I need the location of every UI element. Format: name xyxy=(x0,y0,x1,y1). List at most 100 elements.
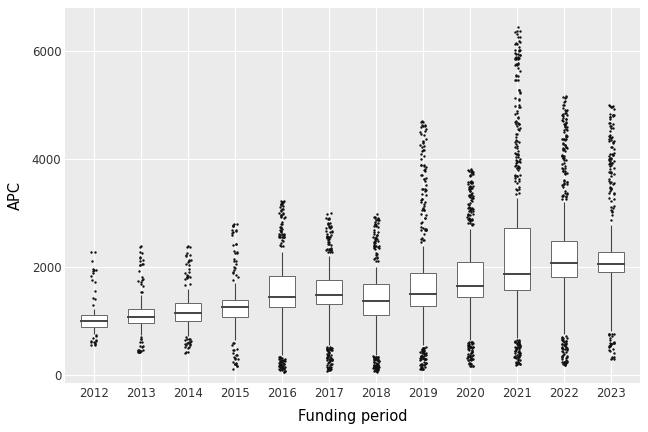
Point xyxy=(515,343,525,349)
Point xyxy=(604,156,614,163)
Point xyxy=(561,126,571,133)
Point xyxy=(321,346,332,353)
Point xyxy=(275,359,285,365)
Point xyxy=(183,262,194,269)
Point xyxy=(183,340,193,347)
Point xyxy=(463,211,473,218)
Bar xyxy=(175,303,201,321)
Point xyxy=(324,355,334,362)
Point xyxy=(604,331,614,338)
Point xyxy=(419,231,429,238)
Point xyxy=(419,146,430,153)
Point xyxy=(558,155,568,162)
Point xyxy=(466,355,476,362)
Point xyxy=(511,120,521,127)
Point xyxy=(467,349,477,356)
Point xyxy=(278,205,288,212)
Point xyxy=(277,233,288,240)
Point xyxy=(557,182,567,189)
Point xyxy=(604,194,614,201)
Point xyxy=(416,124,426,130)
Point xyxy=(419,356,429,362)
Bar xyxy=(81,315,107,327)
Point xyxy=(323,235,333,241)
Point xyxy=(232,363,242,370)
Point xyxy=(513,348,524,355)
Point xyxy=(275,362,285,369)
Point xyxy=(373,229,383,235)
Point xyxy=(325,366,335,373)
Point xyxy=(421,175,431,182)
Point xyxy=(373,220,383,227)
Point xyxy=(513,24,524,31)
Point xyxy=(604,331,614,338)
Point xyxy=(606,185,616,192)
Point xyxy=(605,173,616,180)
Point xyxy=(278,210,288,216)
Point xyxy=(465,200,475,206)
Point xyxy=(467,194,477,201)
Point xyxy=(228,222,238,229)
Point xyxy=(605,342,616,349)
Point xyxy=(607,144,618,151)
Point xyxy=(417,366,428,373)
Point xyxy=(417,121,427,128)
Point xyxy=(321,351,332,358)
Point xyxy=(137,274,147,281)
Point xyxy=(512,337,522,343)
Point xyxy=(420,165,430,172)
Point xyxy=(417,237,428,244)
Point xyxy=(370,354,380,361)
Point xyxy=(557,114,568,121)
Point xyxy=(231,272,241,279)
Point xyxy=(89,287,100,294)
Point xyxy=(515,103,525,110)
Point xyxy=(608,151,618,158)
Point xyxy=(465,343,476,350)
Point xyxy=(468,362,478,369)
Point xyxy=(322,367,332,374)
Point xyxy=(605,162,616,169)
Point xyxy=(510,118,520,125)
Point xyxy=(373,355,383,362)
Point xyxy=(608,140,618,146)
Point xyxy=(276,365,286,372)
Point xyxy=(514,337,524,344)
Point xyxy=(276,365,286,372)
Point xyxy=(323,237,334,244)
Point xyxy=(604,344,614,351)
Point xyxy=(463,342,473,349)
Point xyxy=(558,101,568,108)
Point xyxy=(605,114,616,121)
Point xyxy=(466,363,476,370)
Point xyxy=(512,343,522,350)
Point xyxy=(373,243,384,250)
Point xyxy=(605,131,615,138)
Point xyxy=(561,133,572,140)
Point xyxy=(373,223,383,230)
Point xyxy=(369,256,379,263)
Point xyxy=(557,334,567,340)
Point xyxy=(369,235,380,242)
Point xyxy=(135,254,146,261)
Point xyxy=(559,351,569,358)
Point xyxy=(510,354,520,361)
Point xyxy=(136,280,146,287)
Point xyxy=(467,194,477,201)
Point xyxy=(419,365,429,372)
Point xyxy=(608,171,619,178)
Point xyxy=(606,206,616,213)
Point xyxy=(558,168,568,175)
Point xyxy=(465,205,476,212)
Point xyxy=(608,180,619,187)
Point xyxy=(557,111,568,118)
Point xyxy=(181,274,192,281)
Point xyxy=(229,346,239,353)
Point xyxy=(468,208,478,215)
Point xyxy=(417,118,428,124)
Point xyxy=(604,156,614,162)
Point xyxy=(321,346,332,353)
Point xyxy=(416,355,426,362)
Point xyxy=(513,126,523,133)
Point xyxy=(137,260,147,267)
